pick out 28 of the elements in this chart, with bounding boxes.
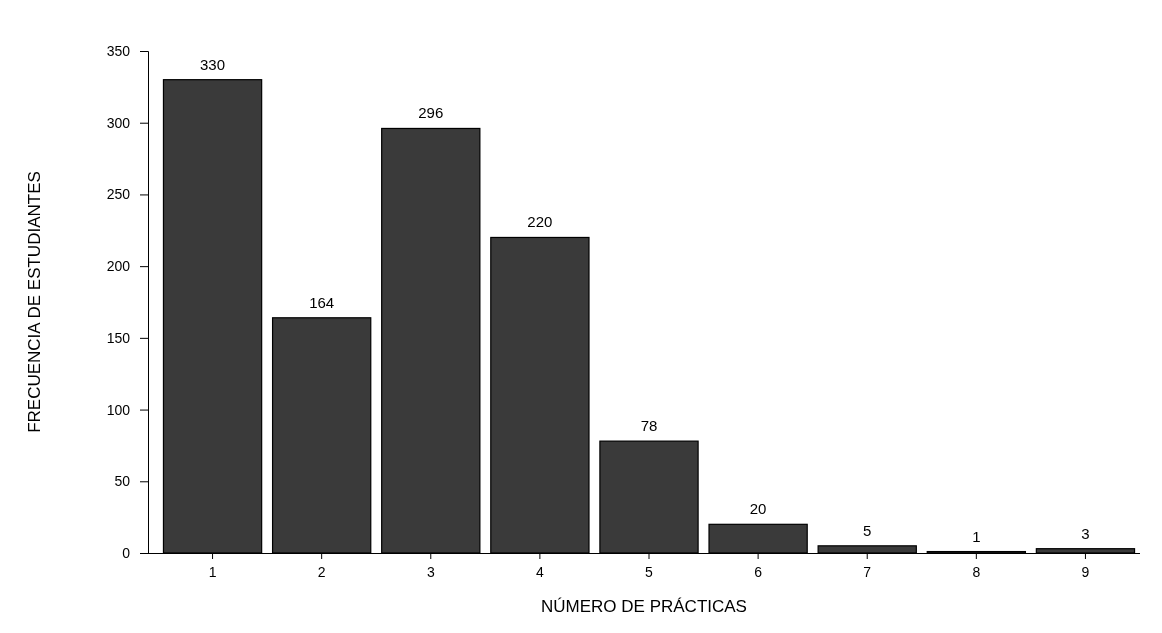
data-label: 3 — [1081, 524, 1090, 542]
x-tick-label: 7 — [863, 563, 872, 580]
y-tick-label: 300 — [106, 114, 131, 131]
data-label: 296 — [418, 104, 444, 122]
x-tick-label: 4 — [535, 563, 544, 580]
data-label: 20 — [749, 500, 767, 518]
y-tick-label: 100 — [106, 401, 131, 418]
data-label: 1 — [972, 527, 981, 545]
x-axis-title: NÚMERO DE PRÁCTICAS — [541, 597, 747, 616]
y-tick-label: 150 — [106, 329, 131, 346]
x-tick-label: 2 — [317, 563, 326, 580]
data-label: 5 — [863, 521, 872, 539]
y-tick-label: 0 — [122, 544, 131, 561]
x-tick-label: 8 — [972, 563, 981, 580]
x-tick-label: 5 — [645, 563, 654, 580]
y-tick-label: 250 — [106, 186, 131, 203]
data-label: 164 — [309, 293, 335, 311]
x-tick-label: 1 — [208, 563, 217, 580]
data-label: 78 — [640, 417, 658, 435]
y-tick-label: 350 — [106, 42, 131, 59]
data-label: 220 — [527, 213, 553, 231]
data-label: 330 — [200, 55, 226, 73]
x-tick-label: 3 — [426, 563, 435, 580]
x-tick-label: 9 — [1081, 563, 1090, 580]
y-axis-title: FRECUENCIA DE ESTUDIANTES — [25, 171, 44, 433]
x-tick-label: 6 — [754, 563, 763, 580]
y-tick-label: 50 — [114, 473, 131, 490]
y-tick-label: 200 — [106, 258, 131, 275]
